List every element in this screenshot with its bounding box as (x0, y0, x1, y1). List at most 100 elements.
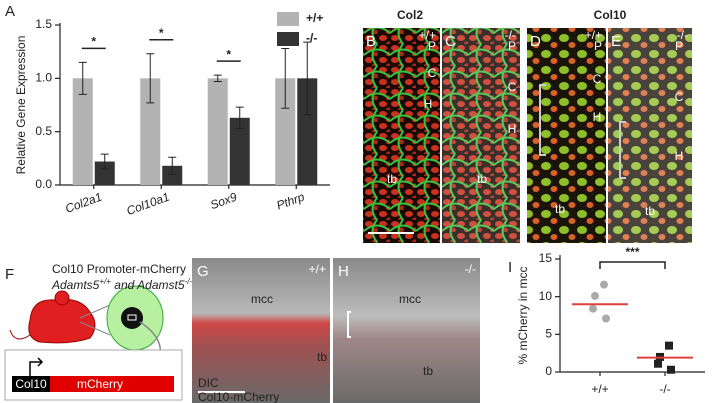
tss-arrow (29, 357, 44, 376)
error-bar (281, 47, 290, 109)
y-tick-label: 1.0 (35, 71, 52, 85)
y-tick-label: 0.5 (35, 124, 52, 138)
y-tick-label: 0 (545, 364, 552, 378)
error-bar (303, 41, 312, 116)
subtitle-part: -/- (185, 277, 193, 286)
stain-header: Col2 (397, 8, 423, 22)
genotype-label: -/- (505, 28, 516, 42)
error-bar (100, 153, 109, 170)
gene-box (127, 314, 137, 321)
mouse-tail (9, 329, 31, 340)
genotype-label: -/- (465, 262, 476, 276)
promoter-block (12, 376, 50, 392)
error-bar (235, 106, 244, 129)
panel-letter: B (366, 33, 376, 50)
bracket (347, 311, 351, 338)
x-tick-label: +/+ (591, 382, 608, 396)
subtitle-part: and Adamst5 (111, 278, 185, 292)
construct-box (4, 349, 183, 401)
diagram-subtitle: Adamts5+/+ and Adamst5-/- (51, 277, 192, 292)
zone-label: P (594, 39, 602, 53)
y-tick-label: 15 (539, 251, 553, 265)
image-b (363, 28, 440, 243)
significance-mark: *** (625, 245, 639, 259)
image-g (192, 258, 330, 403)
x-tick-label: Pthrp (275, 190, 307, 213)
image-c (442, 28, 520, 243)
channel-label: Col10-mCherry (198, 390, 279, 403)
error-bar (168, 156, 177, 175)
zone-label: H (675, 149, 684, 163)
zone-label: P (428, 39, 436, 53)
y-axis-label: Relative Gene Expression (14, 36, 28, 175)
bar (94, 161, 115, 185)
legend-label: -/- (306, 31, 317, 45)
pointer (79, 304, 111, 319)
panel-letter: G (197, 263, 209, 280)
significance-mark: * (226, 47, 231, 61)
reporter-block (50, 376, 174, 392)
error-bar (78, 61, 87, 95)
zone-label: C (593, 72, 602, 86)
bar (207, 78, 228, 185)
error-bar (146, 53, 155, 104)
panel-letter: C (445, 33, 456, 50)
bar (297, 78, 318, 185)
genotype-label: +/+ (585, 28, 602, 42)
bracket (182, 297, 186, 329)
mouse-ear (54, 290, 70, 306)
bar (140, 78, 161, 185)
panel-letter: E (611, 33, 621, 50)
micrograph-panels (363, 28, 692, 243)
bar (275, 78, 296, 185)
zone-label: H (508, 122, 517, 136)
image-h (333, 258, 480, 403)
genotype-label: +/+ (419, 28, 436, 42)
channel-label: DIC (198, 376, 219, 390)
panel-letter: F (5, 266, 14, 283)
zone-label: C (508, 80, 517, 94)
panel-letter: H (338, 263, 349, 280)
y-tick-label: 1.5 (35, 17, 52, 31)
legend-swatch (277, 12, 299, 26)
region-label: tb (317, 350, 327, 364)
zone-label: P (675, 39, 683, 53)
zone-label: P (508, 39, 516, 53)
zone-label: C (428, 66, 437, 80)
stain-header: Col10 (594, 8, 627, 22)
point (589, 304, 597, 313)
legend-label: +/+ (306, 11, 323, 25)
point (665, 341, 673, 350)
significance-mark: * (91, 35, 96, 49)
point (667, 365, 675, 374)
mouse (28, 298, 96, 344)
bar (162, 165, 183, 185)
y-tick-label: 10 (539, 289, 553, 303)
point (602, 314, 610, 323)
image-d (527, 28, 606, 243)
bar (72, 78, 93, 185)
point (654, 359, 662, 368)
significance-bracket (599, 261, 666, 269)
bracket (539, 84, 546, 156)
region-label: mcc (251, 292, 273, 306)
zone-label: H (593, 110, 602, 124)
subtitle-part: Adamts5 (51, 278, 100, 292)
y-axis-label: % mCherry in mcc (516, 266, 530, 364)
region-label: tb (423, 364, 433, 378)
zone-label: tb (387, 172, 397, 186)
zone-label: tb (477, 172, 487, 186)
panel-letter: D (530, 33, 541, 50)
x-tick-label: Col2a1 (63, 190, 104, 216)
nucleus (121, 307, 143, 329)
bar (229, 117, 250, 185)
panel-letter: I (508, 259, 512, 276)
zone-label: H (424, 97, 433, 111)
diagram-title: Col10 Promoter-mCherry (52, 262, 186, 276)
diagram-f (4, 285, 183, 401)
zone-label: C (675, 90, 684, 104)
genotype-label: +/+ (309, 262, 326, 276)
legend-swatch (277, 32, 299, 46)
significance-mark: * (159, 26, 164, 40)
y-tick-label: 5 (545, 327, 552, 341)
